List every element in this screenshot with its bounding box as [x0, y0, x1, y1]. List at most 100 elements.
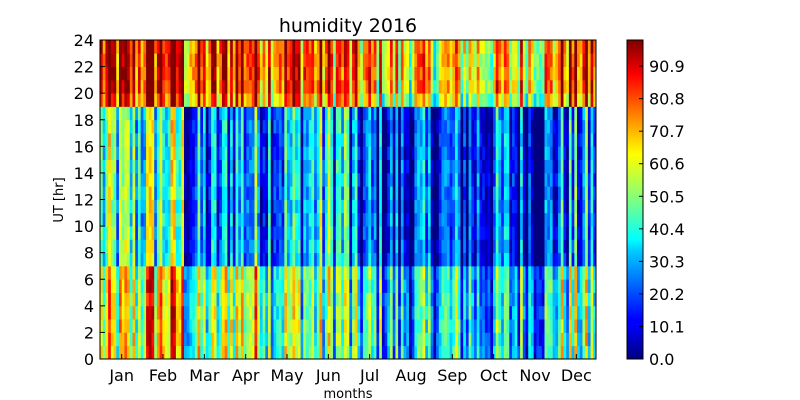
heatmap-cell	[398, 226, 402, 240]
heatmap-cell	[335, 319, 339, 333]
heatmap-cell	[205, 79, 209, 94]
heatmap-cell	[295, 226, 299, 240]
heatmap-cell	[284, 172, 288, 187]
heatmap-cell	[520, 332, 524, 347]
heatmap-cell	[300, 292, 304, 307]
heatmap-cell	[536, 93, 540, 107]
heatmap-cell	[390, 239, 394, 254]
heatmap-cell	[303, 252, 307, 267]
heatmap-cell	[146, 172, 150, 187]
heatmap-cell	[216, 305, 220, 320]
heatmap-cell	[175, 252, 179, 267]
heatmap-cell	[243, 226, 247, 240]
heatmap-cell	[297, 239, 301, 254]
heatmap-cell	[365, 279, 369, 293]
heatmap-cell	[251, 53, 255, 67]
heatmap-cell	[181, 279, 185, 293]
heatmap-cell	[208, 159, 212, 174]
heatmap-cell	[414, 146, 418, 161]
heatmap-cell	[121, 212, 125, 227]
heatmap-cell	[181, 319, 185, 333]
heatmap-cell	[146, 199, 150, 214]
heatmap-cell	[124, 146, 128, 161]
heatmap-cell	[474, 106, 478, 121]
heatmap-cell	[479, 239, 483, 254]
heatmap-cell	[452, 53, 456, 67]
y-tick-label: 20	[74, 84, 94, 103]
heatmap-cell	[333, 79, 337, 94]
heatmap-cell	[113, 226, 117, 240]
heatmap-cell	[520, 345, 524, 360]
heatmap-cell	[503, 66, 507, 81]
heatmap-cell	[520, 159, 524, 174]
heatmap-cell	[262, 119, 266, 134]
heatmap-cell	[522, 79, 526, 94]
heatmap-cell	[238, 79, 242, 94]
heatmap-cell	[463, 239, 467, 254]
heatmap-cell	[460, 79, 464, 94]
heatmap-cell	[528, 279, 532, 293]
heatmap-cell	[227, 53, 231, 67]
heatmap-cell	[278, 239, 282, 254]
heatmap-cell	[560, 345, 564, 360]
heatmap-cell	[419, 186, 423, 200]
heatmap-cell	[189, 172, 193, 187]
heatmap-cell	[457, 159, 461, 174]
heatmap-cell	[365, 93, 369, 107]
heatmap-cell	[498, 345, 502, 360]
heatmap-cell	[549, 93, 554, 107]
heatmap-cell	[511, 40, 516, 54]
heatmap-cell	[251, 40, 255, 54]
heatmap-cell	[495, 265, 499, 280]
heatmap-cell	[430, 279, 434, 293]
heatmap-cell	[390, 172, 394, 187]
heatmap-cell	[520, 265, 524, 280]
heatmap-cell	[362, 265, 367, 280]
heatmap-cell	[354, 279, 358, 293]
heatmap-cell	[511, 226, 516, 240]
heatmap-cell	[246, 319, 250, 333]
heatmap-cell	[240, 305, 245, 320]
heatmap-cell	[501, 345, 505, 360]
heatmap-cell	[362, 239, 367, 254]
heatmap-cell	[322, 79, 326, 94]
heatmap-cell	[184, 292, 188, 307]
heatmap-cell	[506, 319, 510, 333]
heatmap-cell	[184, 319, 188, 333]
heatmap-cell	[221, 119, 226, 134]
heatmap-cell	[219, 305, 223, 320]
heatmap-cell	[555, 53, 559, 67]
heatmap-cell	[438, 66, 442, 81]
heatmap-cell	[593, 332, 597, 347]
heatmap-cell	[249, 212, 253, 227]
heatmap-cell	[303, 119, 307, 134]
heatmap-cell	[484, 93, 488, 107]
heatmap-cell	[522, 106, 526, 121]
heatmap-cell	[100, 159, 104, 174]
heatmap-cell	[249, 279, 253, 293]
heatmap-cell	[455, 66, 459, 81]
heatmap-cell	[156, 305, 161, 320]
heatmap-cell	[471, 172, 475, 187]
heatmap-cell	[121, 199, 125, 214]
heatmap-cell	[219, 146, 223, 161]
heatmap-cell	[471, 279, 475, 293]
heatmap-cell	[154, 93, 158, 107]
heatmap-cell	[333, 292, 337, 307]
heatmap-cell	[511, 93, 516, 107]
heatmap-cell	[268, 265, 272, 280]
heatmap-cell	[384, 279, 388, 293]
heatmap-cell	[479, 319, 483, 333]
heatmap-cell	[127, 119, 131, 134]
heatmap-cell	[574, 265, 578, 280]
heatmap-cell	[265, 146, 269, 161]
heatmap-cell	[333, 199, 337, 214]
heatmap-cell	[100, 53, 104, 67]
heatmap-cell	[365, 212, 369, 227]
heatmap-cell	[129, 53, 133, 67]
heatmap-cell	[362, 226, 367, 240]
heatmap-cell	[522, 212, 526, 227]
heatmap-cell	[533, 53, 537, 67]
heatmap-cell	[455, 133, 459, 147]
heatmap-cell	[140, 53, 144, 67]
